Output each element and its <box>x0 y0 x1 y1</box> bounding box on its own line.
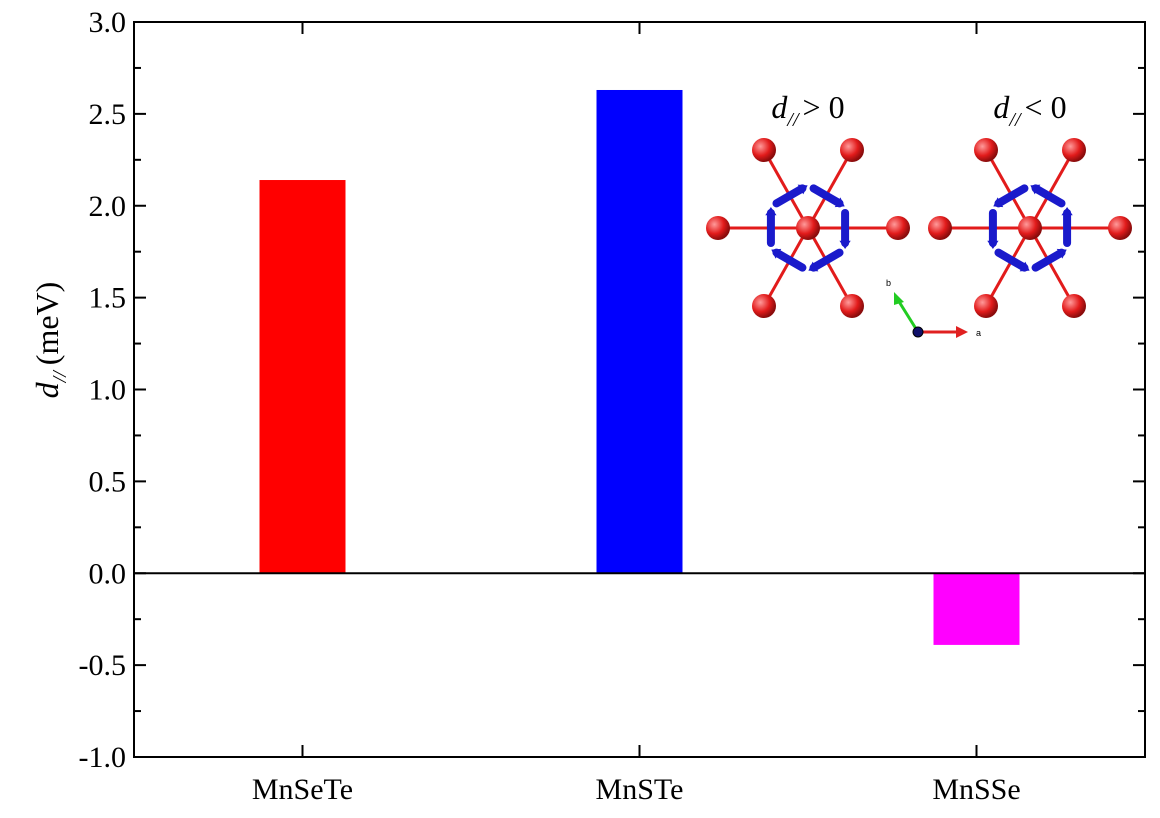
bar-MnSSe <box>933 573 1020 645</box>
spin-arrow-0 <box>809 184 844 208</box>
y-tick-label-1: -0.5 <box>79 649 127 682</box>
bar-MnSTe <box>596 89 683 574</box>
spin-arrowhead-1 <box>839 240 851 249</box>
spin-arrowhead-3 <box>1019 261 1030 272</box>
y-tick-label-6: 2.0 <box>89 190 127 223</box>
spin-arrow-5 <box>994 184 1029 208</box>
atom-4 <box>752 294 776 318</box>
atom-2 <box>886 216 910 240</box>
spin-arrowhead-2 <box>1056 248 1067 259</box>
atom-4 <box>974 294 998 318</box>
y-tick-label-2: 0.0 <box>89 557 127 590</box>
spin-arrowhead-1 <box>1061 207 1073 216</box>
y-tick-label-3: 0.5 <box>89 465 127 498</box>
lattice-axis-b: b <box>886 278 891 288</box>
bond-0 <box>984 149 1032 229</box>
x-category-label-2: MnSSe <box>932 773 1020 806</box>
spin-arrowhead-4 <box>765 207 777 216</box>
y-tick-label-7: 2.5 <box>89 98 127 131</box>
bond-4 <box>984 227 1032 307</box>
inset-label-left: d//> 0 <box>771 89 844 131</box>
spin-arrowhead-4 <box>987 240 999 249</box>
spin-arrow-2 <box>809 248 844 272</box>
inset-structures: d//> 0 d//< 0 b a <box>706 89 1132 338</box>
atom-5 <box>706 216 730 240</box>
bond-3 <box>1028 227 1076 307</box>
y-tick-label-5: 1.5 <box>89 282 127 315</box>
spin-arrowhead-0 <box>834 197 845 208</box>
spin-arrow-0 <box>1031 184 1066 208</box>
spin-arrowhead-0 <box>1030 184 1041 195</box>
atom-1 <box>840 138 864 162</box>
atom-2 <box>1108 216 1132 240</box>
y-tick-label-8: 3.0 <box>89 6 127 39</box>
bond-4 <box>762 227 810 307</box>
spin-arrowhead-2 <box>808 261 819 272</box>
bar-MnSeTe <box>259 180 346 574</box>
atom-0 <box>974 138 998 162</box>
spin-arrowhead-3 <box>771 248 782 259</box>
spin-arrowhead-5 <box>797 184 808 195</box>
atom-1 <box>1062 138 1086 162</box>
atom-3 <box>840 294 864 318</box>
bars <box>259 89 1020 645</box>
x-category-label-0: MnSeTe <box>252 773 353 806</box>
plot-frame <box>133 21 1146 758</box>
spin-arrow-5 <box>772 184 807 208</box>
lattice-axes: b a <box>886 278 981 338</box>
y-tick-label-4: 1.0 <box>89 374 127 407</box>
inset-label-right: d//< 0 <box>993 89 1066 131</box>
structure-left <box>706 138 910 318</box>
lattice-axis-a: a <box>976 328 981 338</box>
atom-center <box>1018 216 1042 240</box>
bond-1 <box>1028 149 1076 229</box>
spin-arrow-2 <box>1031 248 1066 272</box>
y-axis-title: d//(meV) <box>29 282 71 399</box>
spin-arrow-3 <box>994 248 1029 272</box>
bond-3 <box>806 227 854 307</box>
bond-1 <box>806 149 854 229</box>
atom-0 <box>752 138 776 162</box>
structure-right <box>928 138 1132 318</box>
y-ticks: -1.0 -0.5 0.0 0.5 1.0 1.5 2.0 2.5 3.0 <box>79 6 1145 774</box>
atom-3 <box>1062 294 1086 318</box>
bond-0 <box>762 149 810 229</box>
y-tick-label-0: -1.0 <box>79 741 127 774</box>
spin-arrow-3 <box>772 248 807 272</box>
x-category-label-1: MnSTe <box>596 773 684 806</box>
spin-arrowhead-5 <box>993 197 1004 208</box>
x-categories: MnSeTe MnSTe MnSSe <box>252 22 1021 806</box>
atom-5 <box>928 216 952 240</box>
atom-center <box>796 216 820 240</box>
